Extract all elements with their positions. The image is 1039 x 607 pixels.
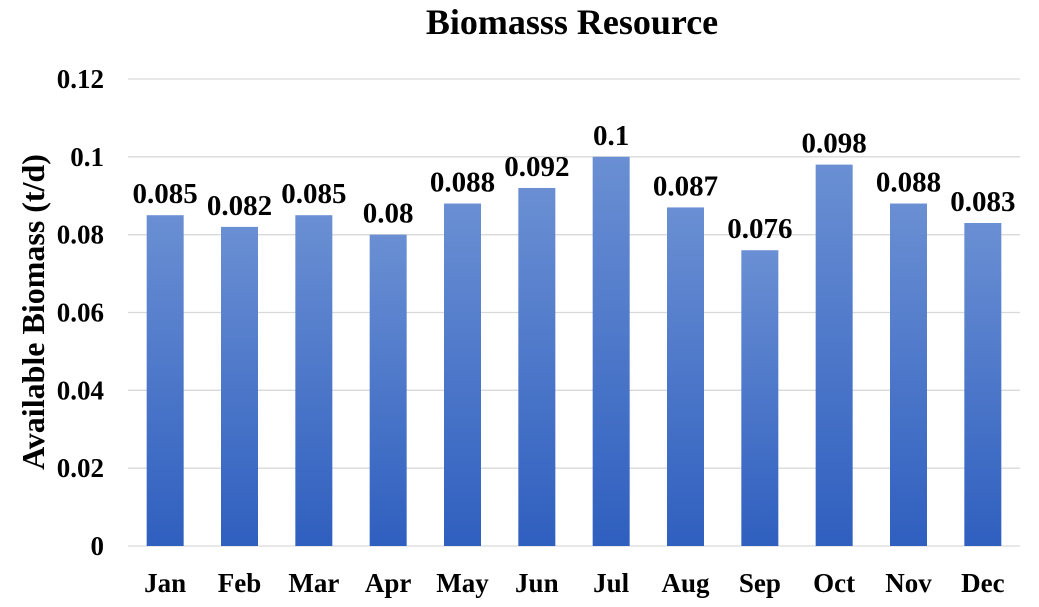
data-label-dec: 0.083 (950, 186, 1015, 218)
y-axis-label: Available Biomass (t/d) (15, 154, 51, 470)
data-label-mar: 0.085 (281, 178, 346, 210)
y-tick-label: 0.04 (57, 375, 104, 405)
bar-aug (667, 207, 704, 547)
data-label-jan: 0.085 (133, 178, 198, 210)
x-tick-label-apr: Apr (365, 568, 412, 598)
x-tick-labels: Jan Feb Mar Apr May Jun Jul Aug Sep Oct Nov Dec (144, 568, 1004, 598)
bars (146, 156, 1002, 547)
x-tick-label-nov: Nov (885, 568, 932, 598)
x-tick-label-jan: Jan (144, 568, 186, 598)
y-tick-label: 0.06 (57, 298, 104, 328)
data-label-may: 0.088 (430, 167, 495, 199)
bar-nov (890, 203, 927, 547)
y-tick-label: 0.1 (70, 142, 104, 172)
data-label-feb: 0.082 (207, 190, 272, 222)
x-tick-label-may: May (436, 568, 489, 598)
data-label-jul: 0.1 (593, 120, 629, 152)
x-tick-label-mar: Mar (288, 568, 339, 598)
bar-jun (518, 187, 556, 546)
bar-feb (221, 226, 258, 546)
bar-mar (295, 215, 333, 547)
y-tick-label: 0.02 (57, 453, 104, 483)
data-label-apr: 0.08 (363, 198, 414, 230)
data-label-sep: 0.076 (727, 213, 792, 245)
x-tick-label-dec: Dec (961, 568, 1004, 598)
bar-sep (741, 250, 779, 546)
x-tick-label-aug: Aug (661, 568, 710, 598)
bar-jan (146, 215, 184, 547)
bar-apr (369, 234, 407, 546)
data-label-oct: 0.098 (802, 128, 867, 160)
y-tick-label: 0 (91, 531, 105, 561)
x-tick-label-feb: Feb (218, 568, 262, 598)
bar-dec (964, 222, 1002, 546)
bar-jul (592, 156, 630, 547)
gridlines (128, 78, 1020, 547)
bar-oct (815, 164, 853, 546)
data-labels: 0.085 0.082 0.085 0.08 0.088 0.092 0.1 0.087 0.0… (133, 120, 1016, 245)
data-label-aug: 0.087 (653, 170, 718, 202)
x-tick-label-jun: Jun (515, 568, 559, 598)
x-tick-label-sep: Sep (739, 568, 781, 598)
y-tick-labels: 0 0.02 0.04 0.06 0.08 0.1 0.12 (57, 64, 104, 561)
y-tick-label: 0.12 (57, 64, 104, 94)
data-label-jun: 0.092 (504, 151, 569, 183)
x-tick-label-jul: Jul (593, 568, 630, 598)
data-label-nov: 0.088 (876, 167, 941, 199)
y-tick-label: 0.08 (57, 220, 104, 250)
x-tick-label-oct: Oct (813, 568, 855, 598)
bar-may (444, 203, 481, 547)
chart-title: Biomasss Resource (426, 2, 718, 42)
